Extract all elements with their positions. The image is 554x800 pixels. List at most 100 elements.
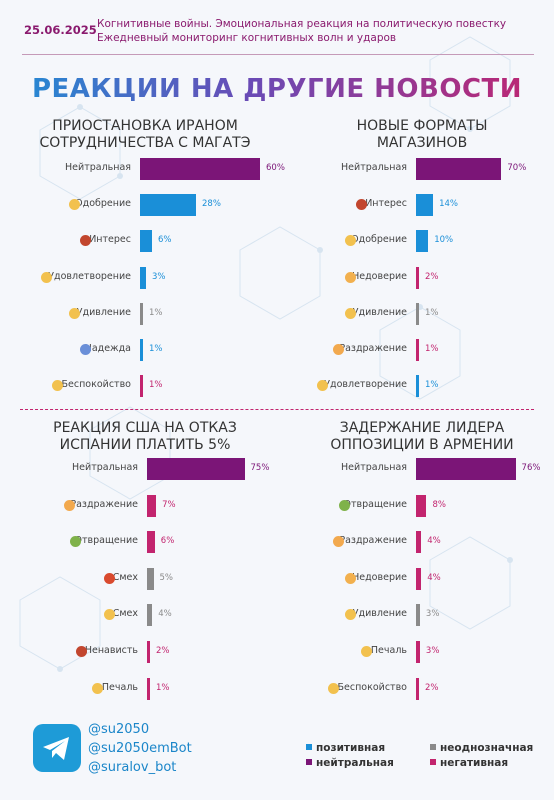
bar-value-label: 60% <box>266 163 285 173</box>
bar-row: Печаль 1% <box>0 677 277 700</box>
bar-row: Удовлетворение 3% <box>0 266 277 289</box>
chart-title: ПРИОСТАНОВКА ИРАНОМ СОТРУДНИЧЕСТВА С МАГ… <box>20 118 270 152</box>
bar-category-label: Интерес <box>365 198 407 210</box>
bar <box>140 230 152 253</box>
bar-value-label: 28% <box>202 199 221 210</box>
bar-value-label: 76% <box>521 463 541 473</box>
telegram-handles: @su2050 @su2050emBot @suralov_bot <box>88 720 192 777</box>
bar <box>140 194 196 217</box>
legend-label: негативная <box>440 757 509 769</box>
bar-value-label: 7% <box>162 499 176 510</box>
bar-value-label: 8% <box>432 499 446 510</box>
distrust-icon <box>344 271 356 283</box>
report-date: 25.06.2025 <box>24 23 97 37</box>
bar <box>416 531 422 554</box>
bar-row: Раздражение 7% <box>0 494 277 517</box>
chart-title-line-1: РЕАКЦИЯ США НА ОТКАЗ <box>53 420 237 436</box>
bar-value-label: 3% <box>425 609 440 620</box>
header: 25.06.2025 Когнитивные войны. Эмоциональ… <box>0 0 554 62</box>
bar-row: Интерес 14% <box>277 194 554 217</box>
bar-row: Надежда 1% <box>0 339 277 361</box>
bar-row: Печаль 3% <box>277 641 554 663</box>
satisfaction-icon <box>316 380 328 392</box>
chart-title-line-2: МАГАЗИНОВ <box>376 135 468 151</box>
bar-value-label: 1% <box>425 380 439 391</box>
surprise-icon <box>344 609 356 621</box>
handle-link[interactable]: @suralov_bot <box>88 760 177 775</box>
evil-laugh-icon <box>103 572 115 584</box>
bar-value-label: 3% <box>152 271 166 282</box>
bar-value-label: 1% <box>156 682 170 693</box>
bar-value-label: 4% <box>158 609 172 620</box>
chart-panel-armenia-opposition: ЗАДЕРЖАНИЕ ЛИДЕРА ОППОЗИЦИИ В АРМЕНИИ Не… <box>277 416 554 706</box>
bar <box>416 194 434 217</box>
disgust-icon <box>70 536 81 548</box>
bar-category-label: Ненависть <box>84 645 138 656</box>
bar-row: Недоверие 2% <box>277 266 554 289</box>
bar <box>147 458 245 480</box>
bar-value-label: 2% <box>425 682 439 693</box>
bar-row: Нейтральная 70% <box>277 158 554 180</box>
bar-category-label: Раздражение <box>70 498 138 510</box>
handle-link[interactable]: @su2050 <box>88 722 150 737</box>
bar-category-label: Беспокойство <box>61 379 131 391</box>
bar-category-label: Нейтральная <box>72 462 138 473</box>
legend-label: нейтральная <box>316 757 394 769</box>
bar <box>416 302 419 325</box>
header-line-2: Ежедневный мониторинг когнитивных волн и… <box>97 32 397 44</box>
bar-category-label: Отвращение <box>343 498 408 510</box>
legend-swatch <box>430 759 436 765</box>
bar-value-label: 1% <box>425 307 439 318</box>
bar-value-label: 1% <box>149 307 163 318</box>
bar <box>140 266 146 289</box>
chart-title: НОВЫЕ ФОРМАТЫ МАГАЗИНОВ <box>297 118 547 152</box>
bar <box>416 567 422 590</box>
irritation-icon <box>333 344 345 355</box>
bar-value-label: 3% <box>425 646 440 656</box>
bar-category-label: Удовлетворение <box>48 270 131 282</box>
bar-row: Нейтральная 76% <box>277 458 554 480</box>
bar-row: Удивление 1% <box>277 302 554 325</box>
handle-link[interactable]: @su2050emBot <box>88 741 192 756</box>
bar-category-label: Удивление <box>76 306 131 318</box>
bar-row: Отвращение 6% <box>0 531 277 554</box>
bar-row: Ненависть 2% <box>0 641 277 663</box>
legend-item-ambiguous: неоднозначная <box>430 742 533 754</box>
bar-value-label: 5% <box>159 572 174 583</box>
surprise-icon <box>68 307 80 319</box>
bar <box>147 677 150 700</box>
distrust-icon <box>344 572 356 584</box>
bar-category-label: Нейтральная <box>341 462 407 473</box>
bar <box>147 604 153 627</box>
bar-value-label: 70% <box>507 163 527 173</box>
chart-panel-iran-iaea: ПРИОСТАНОВКА ИРАНОМ СОТРУДНИЧЕСТВА С МАГ… <box>0 114 285 404</box>
bar-category-label: Удивление <box>352 608 407 620</box>
legend-swatch <box>430 744 436 750</box>
bar-row: Раздражение 4% <box>277 531 554 554</box>
bar <box>140 375 143 398</box>
approval-icon <box>68 199 80 211</box>
bar <box>416 641 420 663</box>
chart-title-line-1: ЗАДЕРЖАНИЕ ЛИДЕРА <box>339 420 505 436</box>
interest-icon <box>79 235 91 247</box>
bar <box>147 641 150 663</box>
irritation-icon <box>64 499 76 511</box>
header-line-1: Когнитивные войны. Эмоциональная реакция… <box>97 18 507 30</box>
bar-row: Удивление 3% <box>277 604 554 627</box>
bar-category-label: Недоверие <box>352 270 407 282</box>
bar-category-label: Недоверие <box>352 571 407 583</box>
bar-row: Смех 4% <box>0 604 277 627</box>
bar-row: Одобрение 28% <box>0 194 277 217</box>
page-title: РЕАКЦИИ НА ДРУГИЕ НОВОСТИ <box>0 74 554 104</box>
bar <box>140 339 143 361</box>
header-divider <box>22 54 534 55</box>
bar-value-label: 1% <box>149 344 163 354</box>
bar-category-label: Смех <box>112 571 138 583</box>
legend-label: позитивная <box>316 742 386 754</box>
chart-title: ЗАДЕРЖАНИЕ ЛИДЕРА ОППОЗИЦИИ В АРМЕНИИ <box>297 420 547 454</box>
bar-value-label: 2% <box>156 646 170 656</box>
legend-item-positive: позитивная <box>306 742 385 754</box>
worry-icon <box>327 682 339 694</box>
bar <box>140 158 260 180</box>
hate-icon <box>75 646 87 657</box>
